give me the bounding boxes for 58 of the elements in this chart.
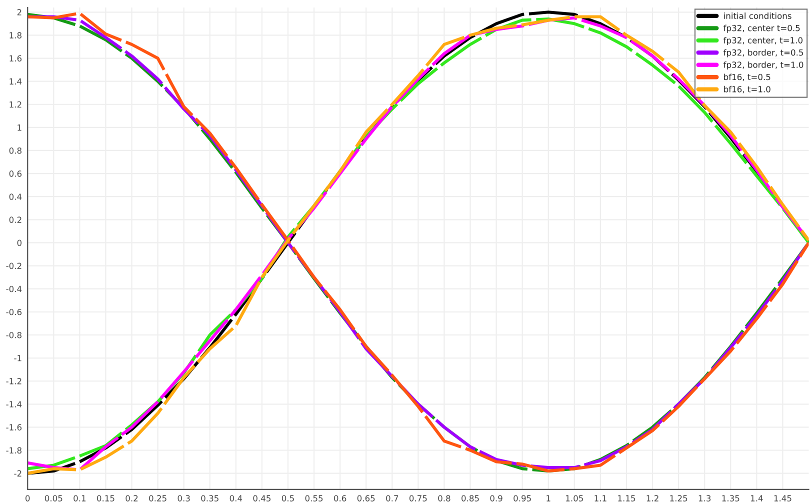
y-tick-label: 0.6 (9, 170, 22, 177)
legend-label: fp32, center, t=1.0 (724, 36, 802, 46)
y-tick-label: 0.2 (9, 216, 22, 223)
x-tick-label: 0.05 (44, 495, 62, 502)
legend-label: bf16, t=1.0 (724, 86, 770, 94)
y-tick-label: 1.6 (10, 55, 22, 62)
x-tick-label: 0.35 (201, 495, 218, 502)
x-tick-label: 0.45 (253, 495, 270, 502)
x-tick-label: 1 (546, 495, 550, 502)
x-tick-label: 1.25 (670, 495, 688, 502)
x-tick-label: 0.2 (126, 495, 138, 502)
x-tick-label: 0.9 (490, 495, 502, 502)
y-tick-label: -1.2 (6, 378, 22, 384)
y-tick-label: -2 (14, 470, 22, 476)
x-tick-label: 1.1 (594, 495, 606, 502)
x-tick-label: 0.3 (178, 495, 190, 502)
y-tick-label: 2 (17, 9, 22, 16)
x-tick-label: 0.15 (96, 495, 114, 502)
x-tick-label: 1.05 (566, 495, 583, 502)
x-tick-label: 1.4 (750, 495, 763, 502)
x-tick-label: 1.3 (698, 495, 711, 502)
x-tick-label: 1.15 (618, 495, 636, 502)
legend-label: bf16, t=0.5 (724, 74, 770, 81)
y-tick-label: -1.8 (6, 447, 22, 454)
y-tick-label: 1.8 (10, 32, 22, 38)
y-tick-label: 0 (17, 240, 22, 246)
y-tick-label: -0.2 (6, 262, 22, 270)
y-tick-label: -0.6 (6, 308, 22, 316)
y-tick-label: -1.4 (6, 401, 22, 408)
x-tick-label: 0.8 (438, 495, 450, 502)
x-tick-label: 0.65 (357, 495, 375, 502)
x-tick-label: 0.6 (334, 495, 346, 502)
y-tick-label: 1.4 (10, 78, 22, 84)
x-tick-label: 0.25 (149, 495, 166, 502)
y-tick-label: 1 (18, 124, 22, 131)
y-tick-label: -0.4 (6, 286, 22, 292)
y-tick-label: -0.8 (6, 332, 22, 338)
x-tick-label: 1.35 (722, 495, 740, 502)
x-tick-label: 1.45 (774, 495, 792, 502)
y-tick-label: 0.4 (9, 194, 22, 200)
legend-label: fp32, center t=0.5 (724, 24, 800, 33)
x-tick-label: 0 (26, 495, 30, 502)
x-tick-label: 0.75 (409, 495, 427, 502)
legend-label: fp32, border, t=0.5 (724, 49, 804, 58)
x-tick-label: 1.2 (646, 495, 658, 502)
y-tick-label: 0.8 (9, 147, 22, 154)
legend-label: initial conditions (724, 12, 792, 19)
y-tick-label: -1.6 (6, 424, 22, 430)
legend-label: fp32, border, t=1.0 (724, 61, 804, 70)
y-tick-label: -1 (14, 355, 22, 362)
x-tick-label: 0.5 (282, 495, 294, 502)
x-tick-label: 0.7 (386, 495, 398, 502)
x-tick-label: 0.1 (74, 495, 86, 502)
x-tick-label: 0.4 (230, 495, 242, 502)
y-tick-label: 1.2 (10, 101, 22, 108)
x-tick-label: 0.95 (514, 495, 531, 502)
x-tick-label: 0.55 (305, 495, 323, 502)
x-tick-label: 0.85 (462, 495, 479, 502)
